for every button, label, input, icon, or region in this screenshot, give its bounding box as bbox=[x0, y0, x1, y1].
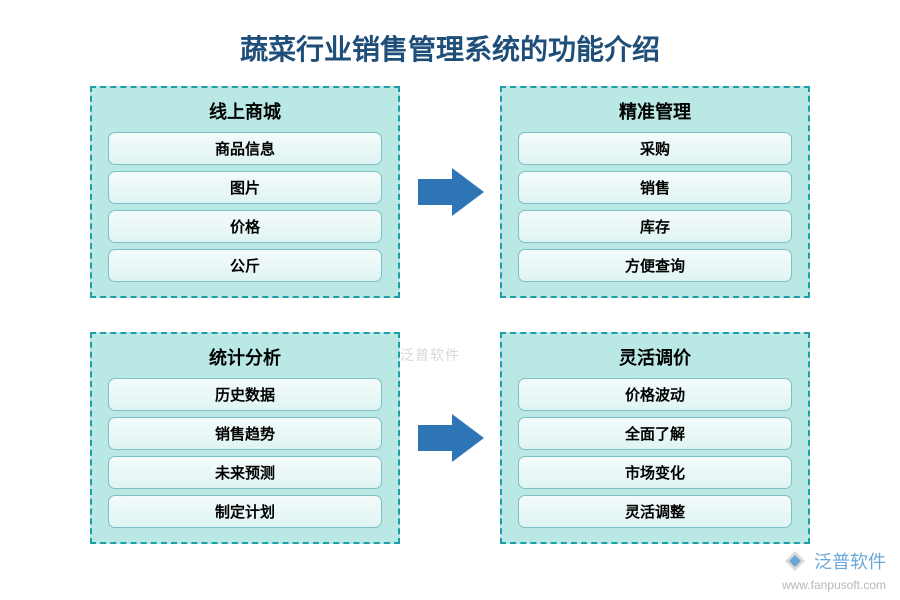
list-item: 未来预测 bbox=[108, 456, 382, 489]
panel-statistics: 统计分析 历史数据 销售趋势 未来预测 制定计划 bbox=[90, 332, 400, 544]
list-item: 灵活调整 bbox=[518, 495, 792, 528]
panel-precise-management: 精准管理 采购 销售 库存 方便查询 bbox=[500, 86, 810, 298]
arrow-right-icon bbox=[412, 164, 488, 220]
list-item: 历史数据 bbox=[108, 378, 382, 411]
list-item: 全面了解 bbox=[518, 417, 792, 450]
page-title: 蔬菜行业销售管理系统的功能介绍 bbox=[0, 0, 900, 86]
list-item: 市场变化 bbox=[518, 456, 792, 489]
list-item: 价格波动 bbox=[518, 378, 792, 411]
arrow-right-1 bbox=[400, 164, 500, 220]
panel-online-store: 线上商城 商品信息 图片 价格 公斤 bbox=[90, 86, 400, 298]
arrow-right-icon bbox=[412, 410, 488, 466]
footer-brand: 泛普软件 bbox=[814, 552, 886, 572]
footer-url: www.fanpusoft.com bbox=[782, 578, 886, 592]
list-item: 销售 bbox=[518, 171, 792, 204]
list-item: 制定计划 bbox=[108, 495, 382, 528]
diagram-grid: 线上商城 商品信息 图片 价格 公斤 精准管理 采购 销售 库存 方便查询 统计… bbox=[0, 86, 900, 544]
logo-icon bbox=[784, 550, 806, 577]
panel-heading: 统计分析 bbox=[108, 344, 382, 370]
list-item: 价格 bbox=[108, 210, 382, 243]
list-item: 方便查询 bbox=[518, 249, 792, 282]
panel-heading: 线上商城 bbox=[108, 98, 382, 124]
list-item: 库存 bbox=[518, 210, 792, 243]
arrow-right-2 bbox=[400, 410, 500, 466]
panel-heading: 精准管理 bbox=[518, 98, 792, 124]
footer-logo: 泛普软件 www.fanpusoft.com bbox=[782, 550, 886, 592]
list-item: 商品信息 bbox=[108, 132, 382, 165]
list-item: 销售趋势 bbox=[108, 417, 382, 450]
list-item: 公斤 bbox=[108, 249, 382, 282]
list-item: 图片 bbox=[108, 171, 382, 204]
panel-flexible-pricing: 灵活调价 价格波动 全面了解 市场变化 灵活调整 bbox=[500, 332, 810, 544]
panel-heading: 灵活调价 bbox=[518, 344, 792, 370]
list-item: 采购 bbox=[518, 132, 792, 165]
